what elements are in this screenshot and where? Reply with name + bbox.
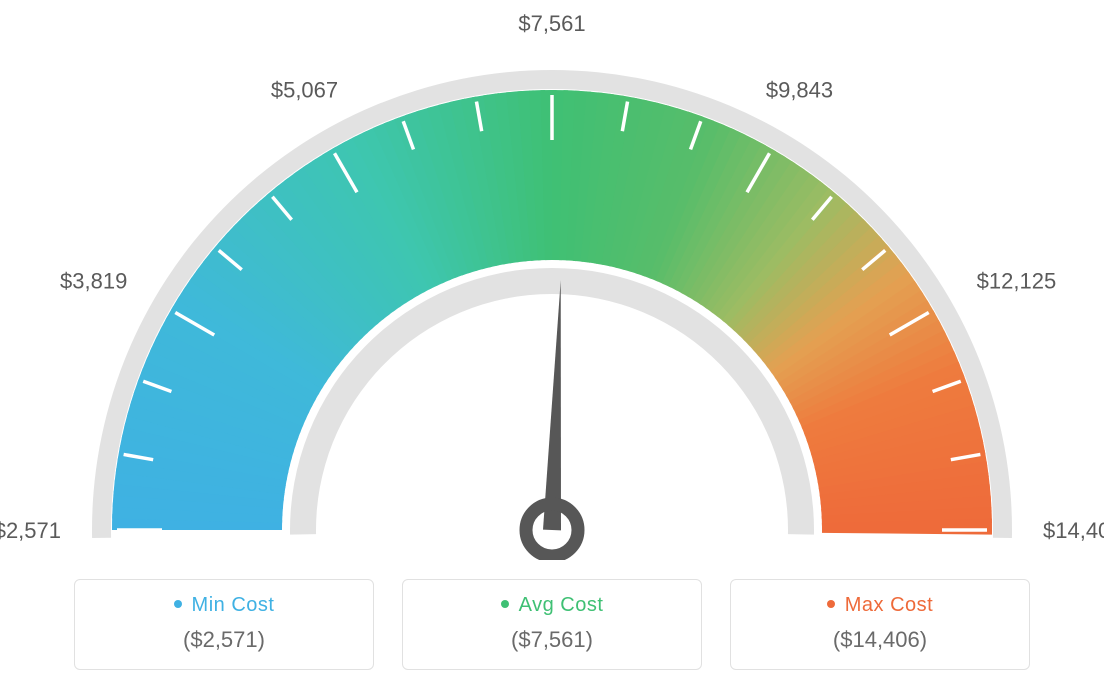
tick-label: $5,067 bbox=[271, 77, 338, 102]
legend-label: Avg Cost bbox=[519, 594, 604, 616]
tick-label: $3,819 bbox=[60, 269, 127, 294]
chart-wrapper: $2,571 $3,819 $5,067 $7,561 $9,843 $12,125 $14… bbox=[0, 0, 1104, 690]
legend-value: ($14,406) bbox=[731, 627, 1029, 653]
legend-value: ($2,571) bbox=[75, 627, 373, 653]
legend-dot-icon bbox=[501, 600, 509, 608]
legend-card: Max Cost ($14,406) bbox=[730, 579, 1030, 670]
legend-title: Max Cost bbox=[731, 594, 1029, 617]
cost-gauge: $2,571 $3,819 $5,067 $7,561 $9,843 $12,125 $14… bbox=[0, 0, 1104, 560]
tick-label: $2,571 bbox=[0, 518, 61, 543]
legend-title: Avg Cost bbox=[403, 594, 701, 617]
legend-card: Avg Cost ($7,561) bbox=[402, 579, 702, 670]
legend-title: Min Cost bbox=[75, 594, 373, 617]
legend-label: Min Cost bbox=[192, 594, 275, 616]
legend-dot-icon bbox=[174, 600, 182, 608]
tick-label: $9,843 bbox=[766, 77, 833, 102]
tick-label: $12,125 bbox=[977, 269, 1057, 294]
legend-label: Max Cost bbox=[845, 594, 933, 616]
legend-value: ($7,561) bbox=[403, 627, 701, 653]
legend-card: Min Cost ($2,571) bbox=[74, 579, 374, 670]
tick-label: $14,406 bbox=[1043, 518, 1104, 543]
tick-label: $7,561 bbox=[518, 11, 585, 36]
needle bbox=[543, 280, 561, 530]
legend-dot-icon bbox=[827, 600, 835, 608]
legend-row: Min Cost ($2,571) Avg Cost ($7,561) Max Cost… bbox=[0, 579, 1104, 670]
